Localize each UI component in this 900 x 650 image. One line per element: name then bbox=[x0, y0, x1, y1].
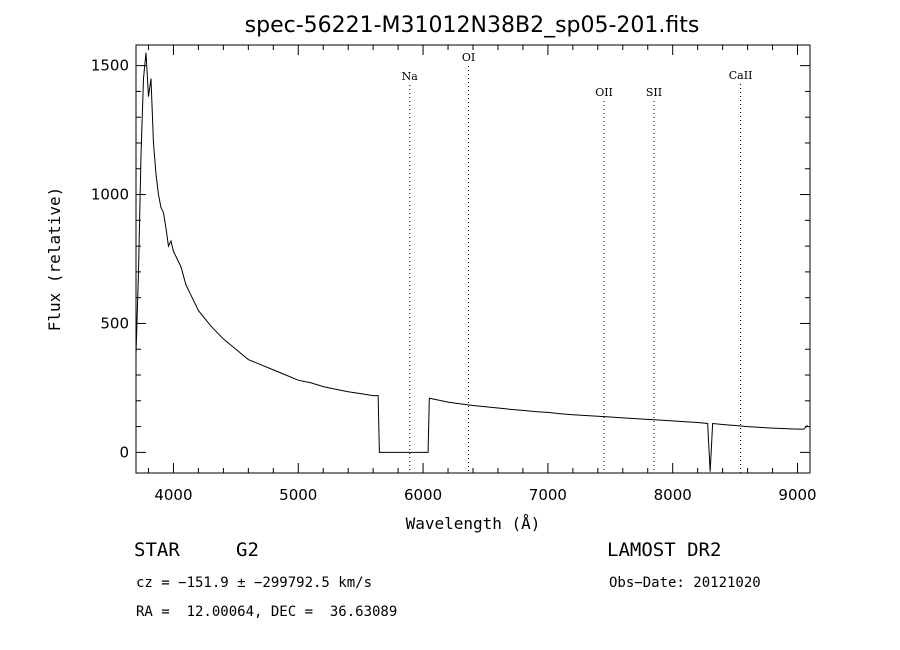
x-tick-label: 5000 bbox=[279, 486, 317, 504]
line-markers: Na OI OII SII CaII bbox=[402, 51, 753, 473]
y-tick-label: 1500 bbox=[91, 57, 129, 75]
spectral-line-label: OI bbox=[462, 51, 475, 64]
ticks-layer: 4000 5000 6000 7000 8000 9000 0 500 1000 1500 bbox=[91, 45, 817, 504]
obs-date-label: Obs−Date: 20121020 bbox=[609, 575, 761, 591]
spectral-line-label: CaII bbox=[729, 69, 753, 82]
x-tick-label: 4000 bbox=[154, 486, 192, 504]
object-type-label: STAR bbox=[134, 539, 180, 561]
x-tick-label: 8000 bbox=[654, 486, 692, 504]
coordinates-label: RA = 12.00064, DEC = 36.63089 bbox=[136, 604, 398, 620]
y-tick-label: 500 bbox=[100, 314, 129, 332]
x-tick-label: 9000 bbox=[778, 486, 816, 504]
survey-label: LAMOST DR2 bbox=[607, 539, 722, 561]
subclass-label: G2 bbox=[236, 539, 259, 561]
y-tick-label: 1000 bbox=[91, 186, 129, 204]
plot-frame bbox=[135, 44, 811, 474]
spectrum-series-line bbox=[135, 52, 808, 472]
y-tick-label: 0 bbox=[119, 443, 129, 461]
x-tick-label: 6000 bbox=[404, 486, 442, 504]
spectral-line-label: OII bbox=[595, 86, 613, 99]
spectral-line-label: SII bbox=[646, 86, 662, 99]
y-axis-label: Flux (relative) bbox=[45, 187, 64, 332]
x-tick-label: 7000 bbox=[529, 486, 567, 504]
spectral-line-label: Na bbox=[402, 70, 419, 83]
chart-title: spec-56221-M31012N38B2_sp05-201.fits bbox=[245, 13, 700, 38]
x-axis-label: Wavelength (Å) bbox=[406, 514, 541, 533]
redshift-label: cz = −151.9 ± −299792.5 km/s bbox=[136, 575, 373, 591]
